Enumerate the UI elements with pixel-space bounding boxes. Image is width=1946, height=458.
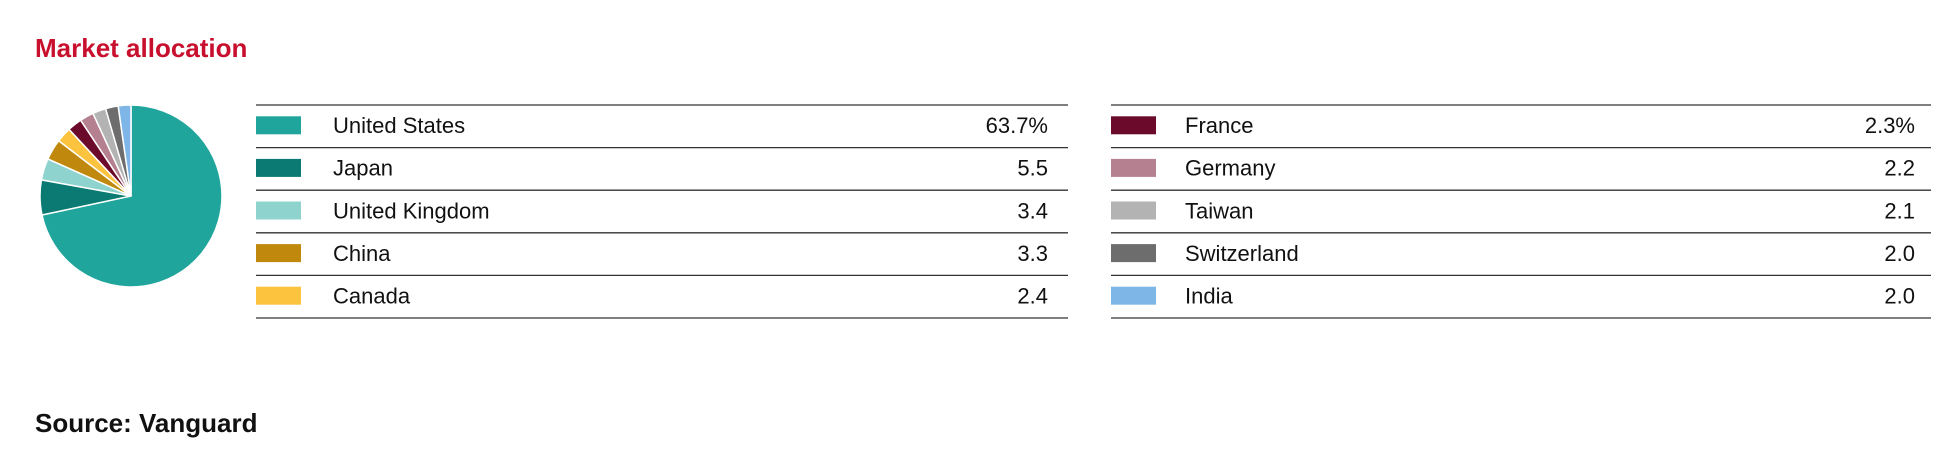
legend-label: India — [1185, 284, 1233, 309]
legend-swatch — [1111, 116, 1156, 135]
value-label: 3.4 — [1017, 198, 1048, 223]
legend-label: Germany — [1185, 156, 1275, 181]
legend-swatch — [256, 286, 301, 305]
value-label: 2.2 — [1884, 156, 1915, 181]
legend-label: Switzerland — [1185, 241, 1299, 266]
chart-title: Market allocation — [35, 33, 247, 63]
legend-swatch — [256, 158, 301, 177]
legend-swatch — [1111, 244, 1156, 263]
value-label: 5.5 — [1017, 156, 1048, 181]
pie-slice — [117, 104, 132, 197]
legend-swatch — [256, 244, 301, 263]
legend-swatch — [1111, 286, 1156, 305]
legend-label: France — [1185, 113, 1253, 138]
legend-swatch — [1111, 201, 1156, 220]
legend-label: United Kingdom — [333, 198, 490, 223]
value-label: 2.0 — [1884, 241, 1915, 266]
legend-label: Taiwan — [1185, 198, 1253, 223]
value-label: 3.3 — [1017, 241, 1048, 266]
pie-slice — [41, 104, 223, 288]
value-label: 2.4 — [1017, 284, 1048, 309]
source: Source: Vanguard — [35, 408, 258, 438]
value-label: 2.0 — [1884, 284, 1915, 309]
legend-swatch — [1111, 158, 1156, 177]
legend-label: Canada — [333, 284, 411, 309]
value-label: 2.1 — [1884, 198, 1915, 223]
legend-label: China — [333, 241, 391, 266]
legend-swatch — [256, 116, 301, 135]
legend-swatch — [256, 201, 301, 220]
legend-label: United States — [333, 113, 465, 138]
value-label: 63.7% — [986, 113, 1048, 138]
legend-label: Japan — [333, 156, 393, 181]
value-label: 2.3% — [1865, 113, 1915, 138]
